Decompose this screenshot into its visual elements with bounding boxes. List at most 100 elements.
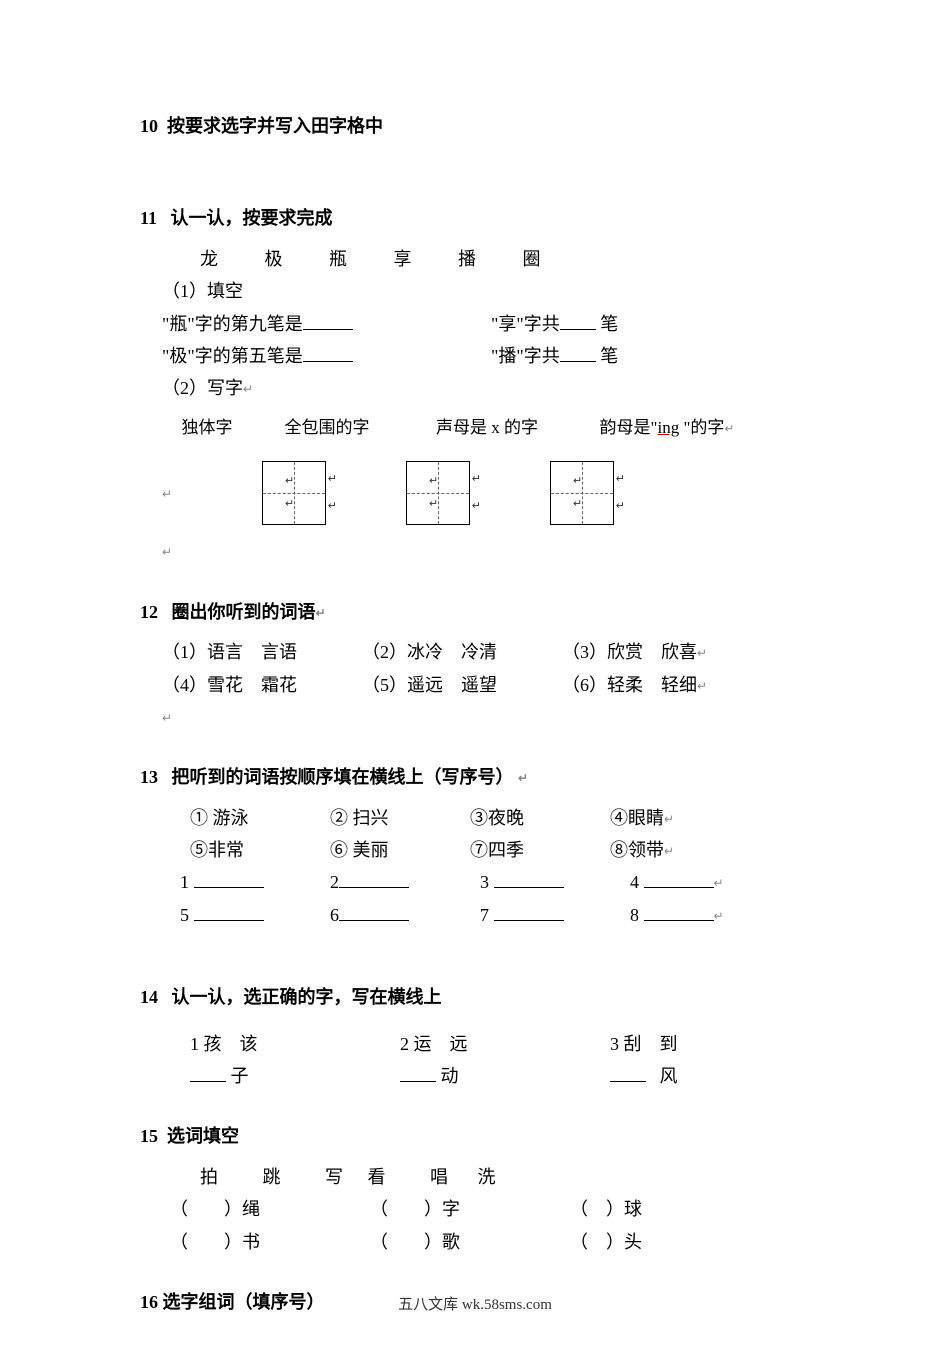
q11-col2: 全包围的字 bbox=[252, 413, 402, 444]
blank bbox=[494, 902, 564, 921]
q13-r2-0: ⑤非常 bbox=[190, 834, 330, 866]
q13-r1-1: ② 扫兴 bbox=[330, 802, 470, 834]
q15-g1-2: （ ）球 bbox=[570, 1193, 770, 1225]
q14-r1-2: 3 刮 到 bbox=[610, 1028, 820, 1060]
q14-row2: 子 动 风 bbox=[140, 1060, 820, 1092]
q12-r2-0: （4）雪花 霜花 bbox=[162, 669, 362, 701]
q11-num: 11 bbox=[140, 208, 157, 228]
q13-n6: 6 bbox=[330, 905, 339, 925]
return-line: ↵ bbox=[140, 701, 820, 733]
q13-header: 13 把听到的词语按顺序填在横线上（写序号） ↵ bbox=[140, 761, 820, 793]
q13-row2: ⑤非常 ⑥ 美丽 ⑦四季 ⑧领带↵ bbox=[140, 834, 820, 866]
q13-r2-2: ⑦四季 bbox=[470, 834, 610, 866]
q14-r2-2-text: 风 bbox=[660, 1066, 678, 1086]
q11-l2b-suf: 笔 bbox=[596, 346, 619, 366]
return-mark: ↵ bbox=[664, 812, 674, 826]
q15-grid1: （ ）绳 （ ）字 （ ）球 bbox=[140, 1193, 820, 1225]
return-mark: ↵ bbox=[697, 646, 707, 660]
q11-tianzi-row: ↵ ↵ ↵ ↵ ↵ ↵ ↵ ↵ ↵ ↵ ↵ ↵ ↵ bbox=[140, 461, 820, 525]
q11-col4a: 韵母是" bbox=[600, 418, 658, 437]
q13-ans1: 1 2 3 4 ↵ bbox=[140, 866, 820, 898]
tianzi-grid: ↵ ↵ ↵ ↵ bbox=[550, 461, 614, 525]
q11-p2-label-text: （2）写字 bbox=[162, 378, 243, 398]
q15-grid2: （ ）书 （ ）歌 （ ）头 bbox=[140, 1226, 820, 1258]
q11-chars: 龙 极 瓶 享 播 圈 bbox=[140, 243, 820, 275]
q14-r2-1-text: 动 bbox=[441, 1066, 459, 1086]
q12-r1-2-text: （3）欣赏 欣喜 bbox=[562, 642, 697, 662]
blank bbox=[610, 1063, 646, 1082]
q11-l1b-text: "享"字共 bbox=[491, 314, 560, 334]
q12-r1-0: （1）语言 言语 bbox=[162, 636, 362, 668]
q11-char-0: 龙 bbox=[200, 243, 220, 275]
q11-l2b: "播"字共 笔 bbox=[491, 340, 820, 372]
q13-a8: 8 ↵ bbox=[630, 899, 780, 931]
q13-a1: 1 bbox=[180, 866, 330, 898]
q11-l1a: "瓶"字的第九笔是 bbox=[162, 308, 491, 340]
q13-r1-3-text: ④眼睛 bbox=[610, 808, 664, 828]
q15-c1: 跳 bbox=[263, 1161, 281, 1193]
q13-a4: 4 ↵ bbox=[630, 866, 780, 898]
q15-g2-0-text: 书 bbox=[242, 1232, 260, 1252]
q13-r2-3-text: ⑧领带 bbox=[610, 840, 664, 860]
q13-r1-3: ④眼睛↵ bbox=[610, 802, 750, 834]
return-mark: ↵ bbox=[429, 495, 438, 515]
return-mark: ↵ bbox=[714, 909, 724, 923]
q14-title: 认一认，选正确的字，写在横线上 bbox=[172, 987, 442, 1007]
q15-g2-2-text: 头 bbox=[624, 1232, 642, 1252]
return-mark: ↵ bbox=[328, 497, 337, 517]
q12-row1: （1）语言 言语 （2）冰冷 冷清 （3）欣赏 欣喜↵ bbox=[140, 636, 820, 668]
q11-char-5: 圈 bbox=[523, 243, 543, 275]
q13-title: 把听到的词语按顺序填在横线上（写序号） bbox=[172, 767, 514, 787]
blank bbox=[194, 869, 264, 888]
q11-header: 11 认一认，按要求完成 bbox=[140, 202, 820, 234]
return-mark: ↵ bbox=[697, 679, 707, 693]
q11-char-1: 极 bbox=[265, 243, 285, 275]
q12-r1-2: （3）欣赏 欣喜↵ bbox=[562, 636, 762, 668]
return-mark: ↵ bbox=[243, 382, 253, 396]
q15-c5: 洗 bbox=[478, 1161, 496, 1193]
return-mark: ↵ bbox=[316, 606, 326, 620]
q12-r2-2-text: （6）轻柔 轻细 bbox=[562, 675, 697, 695]
return-mark: ↵ bbox=[162, 711, 172, 725]
q13-r2-3: ⑧领带↵ bbox=[610, 834, 750, 866]
blank bbox=[494, 869, 564, 888]
q13-r1-2: ③夜晚 bbox=[470, 802, 610, 834]
return-mark: ↵ bbox=[429, 472, 438, 492]
q14-num: 14 bbox=[140, 987, 158, 1007]
q14-r2-0-text: 子 bbox=[231, 1066, 249, 1086]
blank bbox=[560, 343, 596, 362]
spacer: ↵ bbox=[162, 477, 262, 509]
return-mark: ↵ bbox=[162, 545, 172, 559]
q10-title: 按要求选字并写入田字格中 bbox=[167, 116, 383, 136]
q12-num: 12 bbox=[140, 602, 158, 622]
return-mark: ↵ bbox=[724, 421, 734, 435]
q15-c3: 看 bbox=[368, 1161, 386, 1193]
q15-g1-1-text: 字 bbox=[442, 1199, 460, 1219]
q15-g2-1-text: 歌 bbox=[442, 1232, 460, 1252]
q13-n3: 3 bbox=[480, 872, 489, 892]
q15-g1-2-text: 球 bbox=[624, 1199, 642, 1219]
return-mark: ↵ bbox=[285, 495, 294, 515]
blank bbox=[644, 869, 714, 888]
q10-header: 10 按要求选字并写入田字格中 bbox=[140, 110, 820, 142]
q13-n1: 1 bbox=[180, 872, 189, 892]
q11-line1: "瓶"字的第九笔是 "享"字共 笔 bbox=[140, 308, 820, 340]
q15-g2-1: （ ）歌 bbox=[370, 1226, 570, 1258]
q12-r1-1: （2）冰冷 冷清 bbox=[362, 636, 562, 668]
return-mark: ↵ bbox=[714, 877, 724, 891]
q11-l2a: "极"字的第五笔是 bbox=[162, 340, 491, 372]
blank bbox=[303, 343, 353, 362]
q14-r1-0: 1 孩 该 bbox=[190, 1028, 400, 1060]
q13-n4: 4 bbox=[630, 872, 639, 892]
page-content: 10 按要求选字并写入田字格中 11 认一认，按要求完成 龙 极 瓶 享 播 圈… bbox=[0, 0, 950, 1366]
q11-col1: 独体字 bbox=[162, 413, 252, 444]
q11-l2a-text: "极"字的第五笔是 bbox=[162, 346, 303, 366]
tianzi-grid: ↵ ↵ ↵ ↵ bbox=[406, 461, 470, 525]
q11-p1-label: （1）填空 bbox=[140, 275, 820, 307]
return-mark: ↵ bbox=[472, 497, 481, 517]
q14-r1-1: 2 运 远 bbox=[400, 1028, 610, 1060]
q13-a5: 5 bbox=[180, 899, 330, 931]
return-mark: ↵ bbox=[285, 472, 294, 492]
return-mark: ↵ bbox=[616, 470, 625, 490]
q14-r2-2: 风 bbox=[610, 1060, 820, 1092]
